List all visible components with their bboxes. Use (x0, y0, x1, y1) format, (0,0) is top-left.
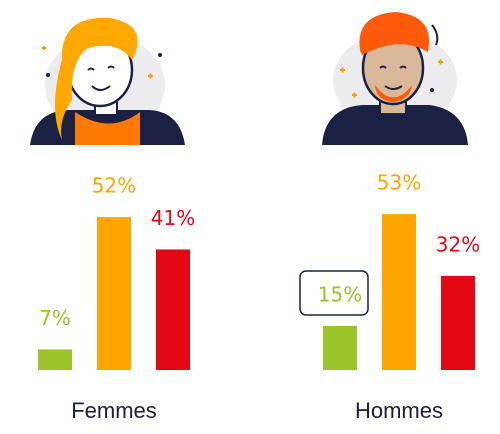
category-label: Hommes (355, 398, 443, 423)
bar (97, 217, 131, 370)
value-label: 32% (436, 232, 480, 256)
value-label: 7% (39, 306, 71, 330)
category-label: Femmes (71, 398, 157, 423)
value-label: 41% (151, 206, 195, 230)
value-label: 52% (92, 174, 136, 198)
value-label: 15% (318, 282, 362, 306)
woman-illustration (30, 18, 185, 145)
value-label: 53% (377, 171, 421, 195)
bar (382, 214, 416, 370)
bar (156, 249, 190, 370)
bar (38, 349, 72, 370)
bar (441, 276, 475, 370)
man-illustration (322, 12, 468, 145)
bar (323, 326, 357, 370)
chart: 7% 52% 41% Femmes 15% 53% 32% Hommes (0, 0, 500, 434)
